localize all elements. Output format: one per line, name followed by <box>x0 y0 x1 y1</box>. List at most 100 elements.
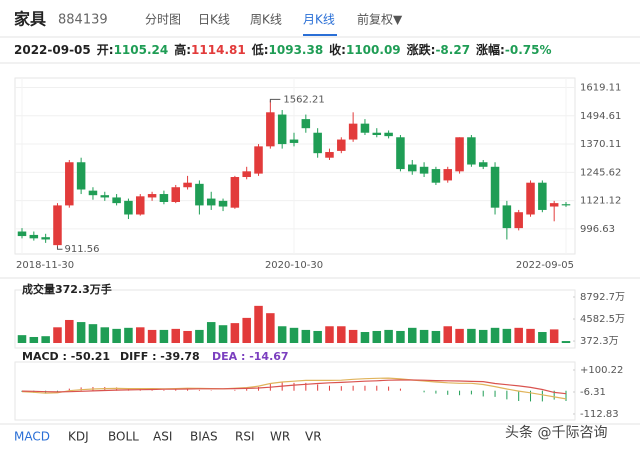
candle-body <box>159 194 169 202</box>
y-tick-label: 4582.5万 <box>580 314 625 325</box>
volume-bar <box>266 313 275 343</box>
volume-bar <box>313 330 322 343</box>
volume-bar <box>455 328 464 343</box>
volume-bar <box>124 327 133 343</box>
candle-body <box>348 123 358 140</box>
info-value: -0.75% <box>505 43 552 57</box>
candle-body <box>29 234 39 239</box>
candle-body <box>360 123 370 133</box>
volume-bar <box>419 329 429 343</box>
info-label: 涨跌: <box>407 42 436 57</box>
volume-bar <box>171 328 180 343</box>
candle-body <box>147 194 157 198</box>
volume-bar <box>443 326 452 343</box>
info-label: 高: <box>174 42 191 57</box>
candle-body <box>313 132 322 154</box>
candle-body <box>266 112 275 147</box>
volume-bar <box>561 341 571 343</box>
tab[interactable]: 月K线 <box>303 13 335 27</box>
stock-code: 884139 <box>58 13 108 28</box>
indicator-tab[interactable]: BOLL <box>108 430 139 444</box>
legend-entry: MACD : -50.21 <box>22 350 110 363</box>
volume-bar <box>396 330 405 343</box>
tab[interactable]: 前复权▼ <box>357 12 403 27</box>
volume-bar <box>490 327 500 343</box>
info-label: 涨幅: <box>476 42 505 57</box>
candle-body <box>384 132 393 137</box>
volume-bar <box>147 329 157 343</box>
volume-bar <box>467 328 476 343</box>
volume-bar <box>325 326 334 343</box>
x-tick-label: 2018-11-30 <box>16 260 74 271</box>
volume-bar <box>53 327 62 343</box>
legend-entry: DIFF : -39.78 <box>120 350 200 363</box>
volume-title: 成交量372.3万手 <box>22 282 112 296</box>
stock-name: 家具 <box>14 10 46 29</box>
y-tick-label: 996.63 <box>580 224 615 235</box>
candle-body <box>112 197 121 204</box>
info-value: 1114.81 <box>191 43 246 57</box>
candle-body <box>124 200 133 215</box>
info-value: 1105.24 <box>114 43 169 57</box>
volume-bar <box>348 329 358 343</box>
indicator-tab[interactable]: RSI <box>235 430 255 444</box>
indicator-tab[interactable]: KDJ <box>68 430 89 444</box>
indicator-tab[interactable]: ASI <box>153 430 172 444</box>
candle-body <box>65 162 74 206</box>
candle-body <box>490 166 500 208</box>
macd-line <box>21 379 567 395</box>
candle-body <box>88 190 98 196</box>
tab[interactable]: 日K线 <box>198 13 230 27</box>
y-tick-label: 1494.61 <box>580 111 621 122</box>
volume-bar <box>289 327 299 343</box>
volume-bar <box>88 324 98 343</box>
y-tick-label: +100.22 <box>580 365 623 376</box>
watermark: 头条 @千际咨询 <box>505 424 607 441</box>
legend-entry: DEA : -14.67 <box>212 350 289 363</box>
info-value: 1093.38 <box>269 43 324 57</box>
candle-body <box>325 152 334 158</box>
y-tick-label: 1619.11 <box>580 83 621 94</box>
volume-bar <box>526 328 535 343</box>
candle-body <box>431 169 441 183</box>
candle-body <box>242 171 251 178</box>
min-pointer <box>56 246 63 250</box>
info-date: 2022-09-05 <box>14 43 91 57</box>
volume-bar <box>195 329 204 343</box>
candle-body <box>561 204 571 206</box>
candle-body <box>136 196 145 215</box>
volume-bar <box>230 323 240 343</box>
volume-bar <box>431 330 441 343</box>
indicator-tab[interactable]: WR <box>270 430 290 444</box>
volume-bar <box>384 329 393 343</box>
candle-body <box>171 187 180 202</box>
info-value: -8.27 <box>435 43 470 57</box>
x-tick-label: 2020-10-30 <box>265 260 323 271</box>
y-tick-label: 372.3万 <box>580 336 619 347</box>
indicator-tab[interactable]: BIAS <box>190 430 218 444</box>
volume-bar <box>549 329 559 343</box>
candle-body <box>183 182 192 188</box>
volume-bar <box>76 322 86 343</box>
volume-bar <box>408 327 417 343</box>
volume-bar <box>514 327 523 343</box>
volume-bar <box>372 330 382 343</box>
candle-body <box>372 132 382 136</box>
info-label: 收: <box>329 42 346 57</box>
volume-bar <box>136 327 145 343</box>
candle-body <box>419 166 429 174</box>
tab[interactable]: 周K线 <box>250 13 282 27</box>
candle-body <box>478 162 488 167</box>
candle-body <box>289 139 299 143</box>
y-tick-label: 1370.11 <box>580 139 621 150</box>
tab[interactable]: 分时图 <box>145 13 181 27</box>
indicator-tab[interactable]: VR <box>305 430 322 444</box>
volume-bar <box>242 317 251 343</box>
candle-body <box>467 137 476 165</box>
candle-body <box>76 162 86 190</box>
candle-body <box>195 183 204 206</box>
y-tick-label: 1121.12 <box>580 196 621 207</box>
indicator-tab[interactable]: MACD <box>14 430 50 444</box>
x-tick-label: 2022-09-05 <box>516 260 574 271</box>
